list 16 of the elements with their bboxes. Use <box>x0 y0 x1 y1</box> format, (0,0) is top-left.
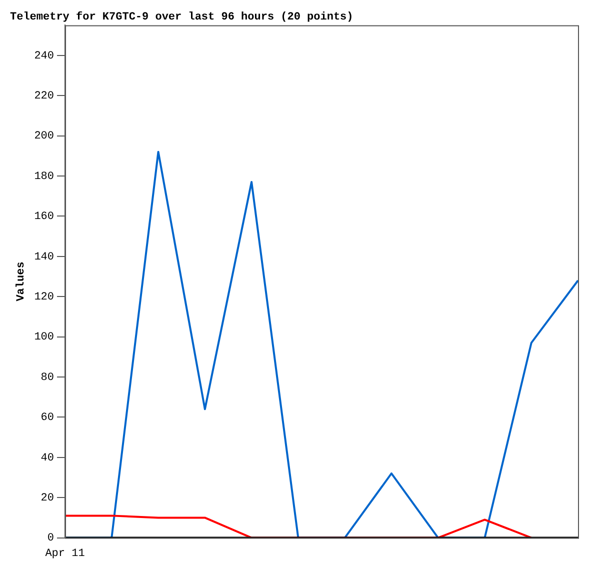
y-tick-label: 160 <box>34 211 54 224</box>
y-tick-label: 80 <box>40 372 54 384</box>
y-axis-title: Values <box>15 262 28 302</box>
y-tick-label: 120 <box>34 291 54 304</box>
y-tick-label: 200 <box>34 130 54 143</box>
y-tick-label: 180 <box>34 170 54 183</box>
y-tick-label: 40 <box>40 452 54 464</box>
y-tick-label: 60 <box>40 412 54 424</box>
chart-title: Telemetry for K7GTC-9 over last 96 hours (20 points) <box>10 10 354 24</box>
y-tick-label: 20 <box>40 492 54 504</box>
y-tick-label: 240 <box>34 50 54 62</box>
y-tick-label: 0 <box>47 532 54 545</box>
y-tick-label: 140 <box>34 251 54 264</box>
text: Apr 11 <box>45 548 86 560</box>
y-tick-label: 100 <box>34 332 54 344</box>
y-tick-label: 220 <box>34 90 54 102</box>
